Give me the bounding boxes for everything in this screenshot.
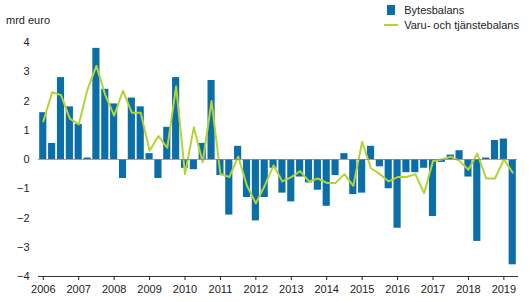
- svg-text:2011: 2011: [209, 283, 233, 295]
- svg-text:2006: 2006: [31, 283, 55, 295]
- svg-text:2007: 2007: [66, 283, 90, 295]
- svg-text:1: 1: [23, 124, 29, 136]
- svg-text:0: 0: [23, 153, 29, 165]
- svg-text:2014: 2014: [314, 283, 338, 295]
- svg-text:−3: −3: [17, 241, 30, 253]
- svg-text:2017: 2017: [421, 283, 445, 295]
- svg-text:2018: 2018: [456, 283, 480, 295]
- svg-text:−2: −2: [17, 212, 30, 224]
- html-text:mrd euro: mrd euro: [6, 14, 50, 26]
- svg-text:−4: −4: [17, 270, 30, 282]
- svg-text:4: 4: [23, 36, 29, 48]
- svg-text:2008: 2008: [102, 283, 126, 295]
- svg-text:2019: 2019: [492, 283, 516, 295]
- svg-text:2: 2: [23, 95, 29, 107]
- html-text:Varu- och tjänstebalans: Varu- och tjänstebalans: [404, 18, 519, 31]
- svg-text:−1: −1: [17, 182, 30, 194]
- svg-text:2015: 2015: [350, 283, 374, 295]
- svg-text:2012: 2012: [244, 283, 268, 295]
- svg-text:2013: 2013: [279, 283, 303, 295]
- svg-text:3: 3: [23, 65, 29, 77]
- svg-text:2010: 2010: [173, 283, 197, 295]
- html-text:Bytesbalans: Bytesbalans: [404, 3, 465, 16]
- svg-text:2009: 2009: [137, 283, 161, 295]
- svg-text:2016: 2016: [385, 283, 409, 295]
